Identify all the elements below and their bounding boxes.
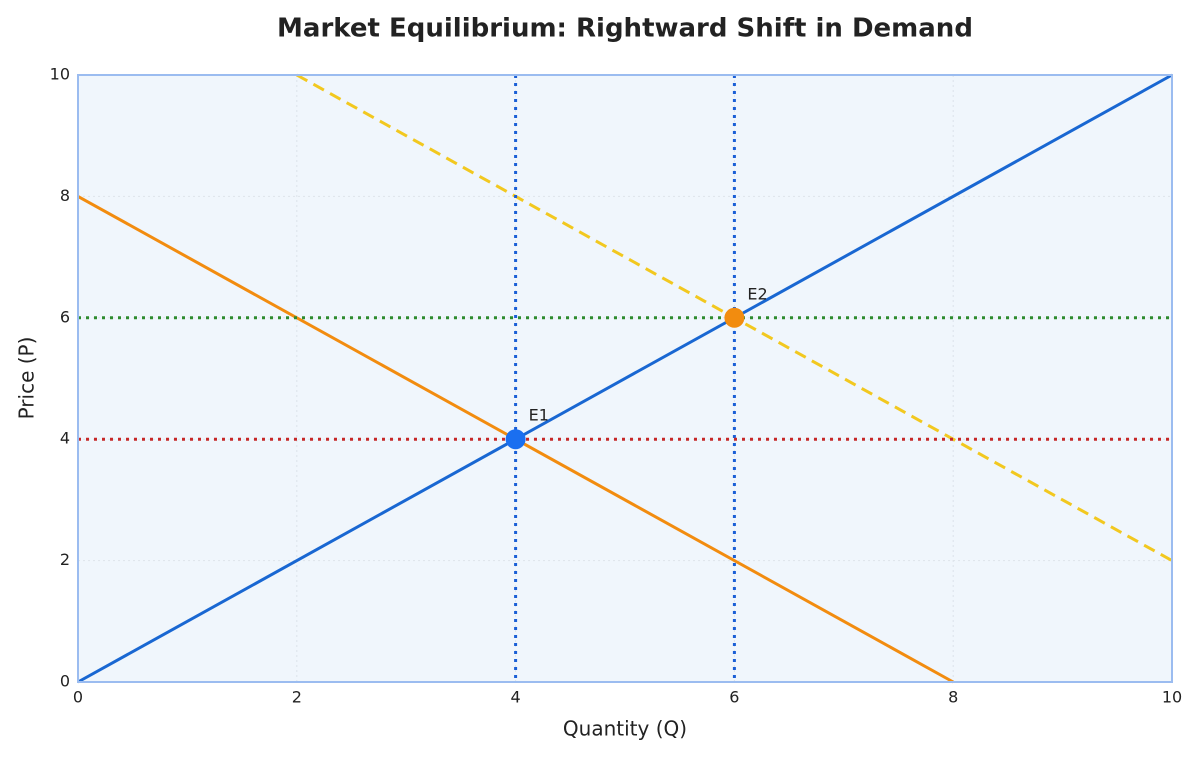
y-tick-label: 8	[60, 186, 70, 205]
curve	[77, 73, 1173, 684]
chart-title: Market Equilibrium: Rightward Shift in D…	[277, 14, 973, 44]
equilibrium-point	[724, 307, 745, 328]
y-tick-label: 0	[60, 672, 70, 691]
y-tick-label: 6	[60, 307, 70, 326]
point-label: E2	[747, 284, 767, 303]
y-axis-label: Price (P)	[15, 337, 39, 420]
x-tick-label: 10	[1162, 688, 1182, 707]
x-tick-label: 0	[73, 688, 83, 707]
equilibrium-point	[505, 429, 526, 450]
x-tick-label: 4	[511, 688, 521, 707]
x-axis-label: Quantity (Q)	[563, 717, 687, 741]
y-tick-label: 4	[60, 429, 70, 448]
y-tick-label: 10	[50, 65, 70, 84]
y-tick-label: 2	[60, 550, 70, 569]
x-tick-label: 6	[729, 688, 739, 707]
x-tick-label: 2	[292, 688, 302, 707]
x-tick-label: 8	[948, 688, 958, 707]
plot-border	[77, 74, 1173, 683]
point-label: E1	[529, 406, 549, 425]
